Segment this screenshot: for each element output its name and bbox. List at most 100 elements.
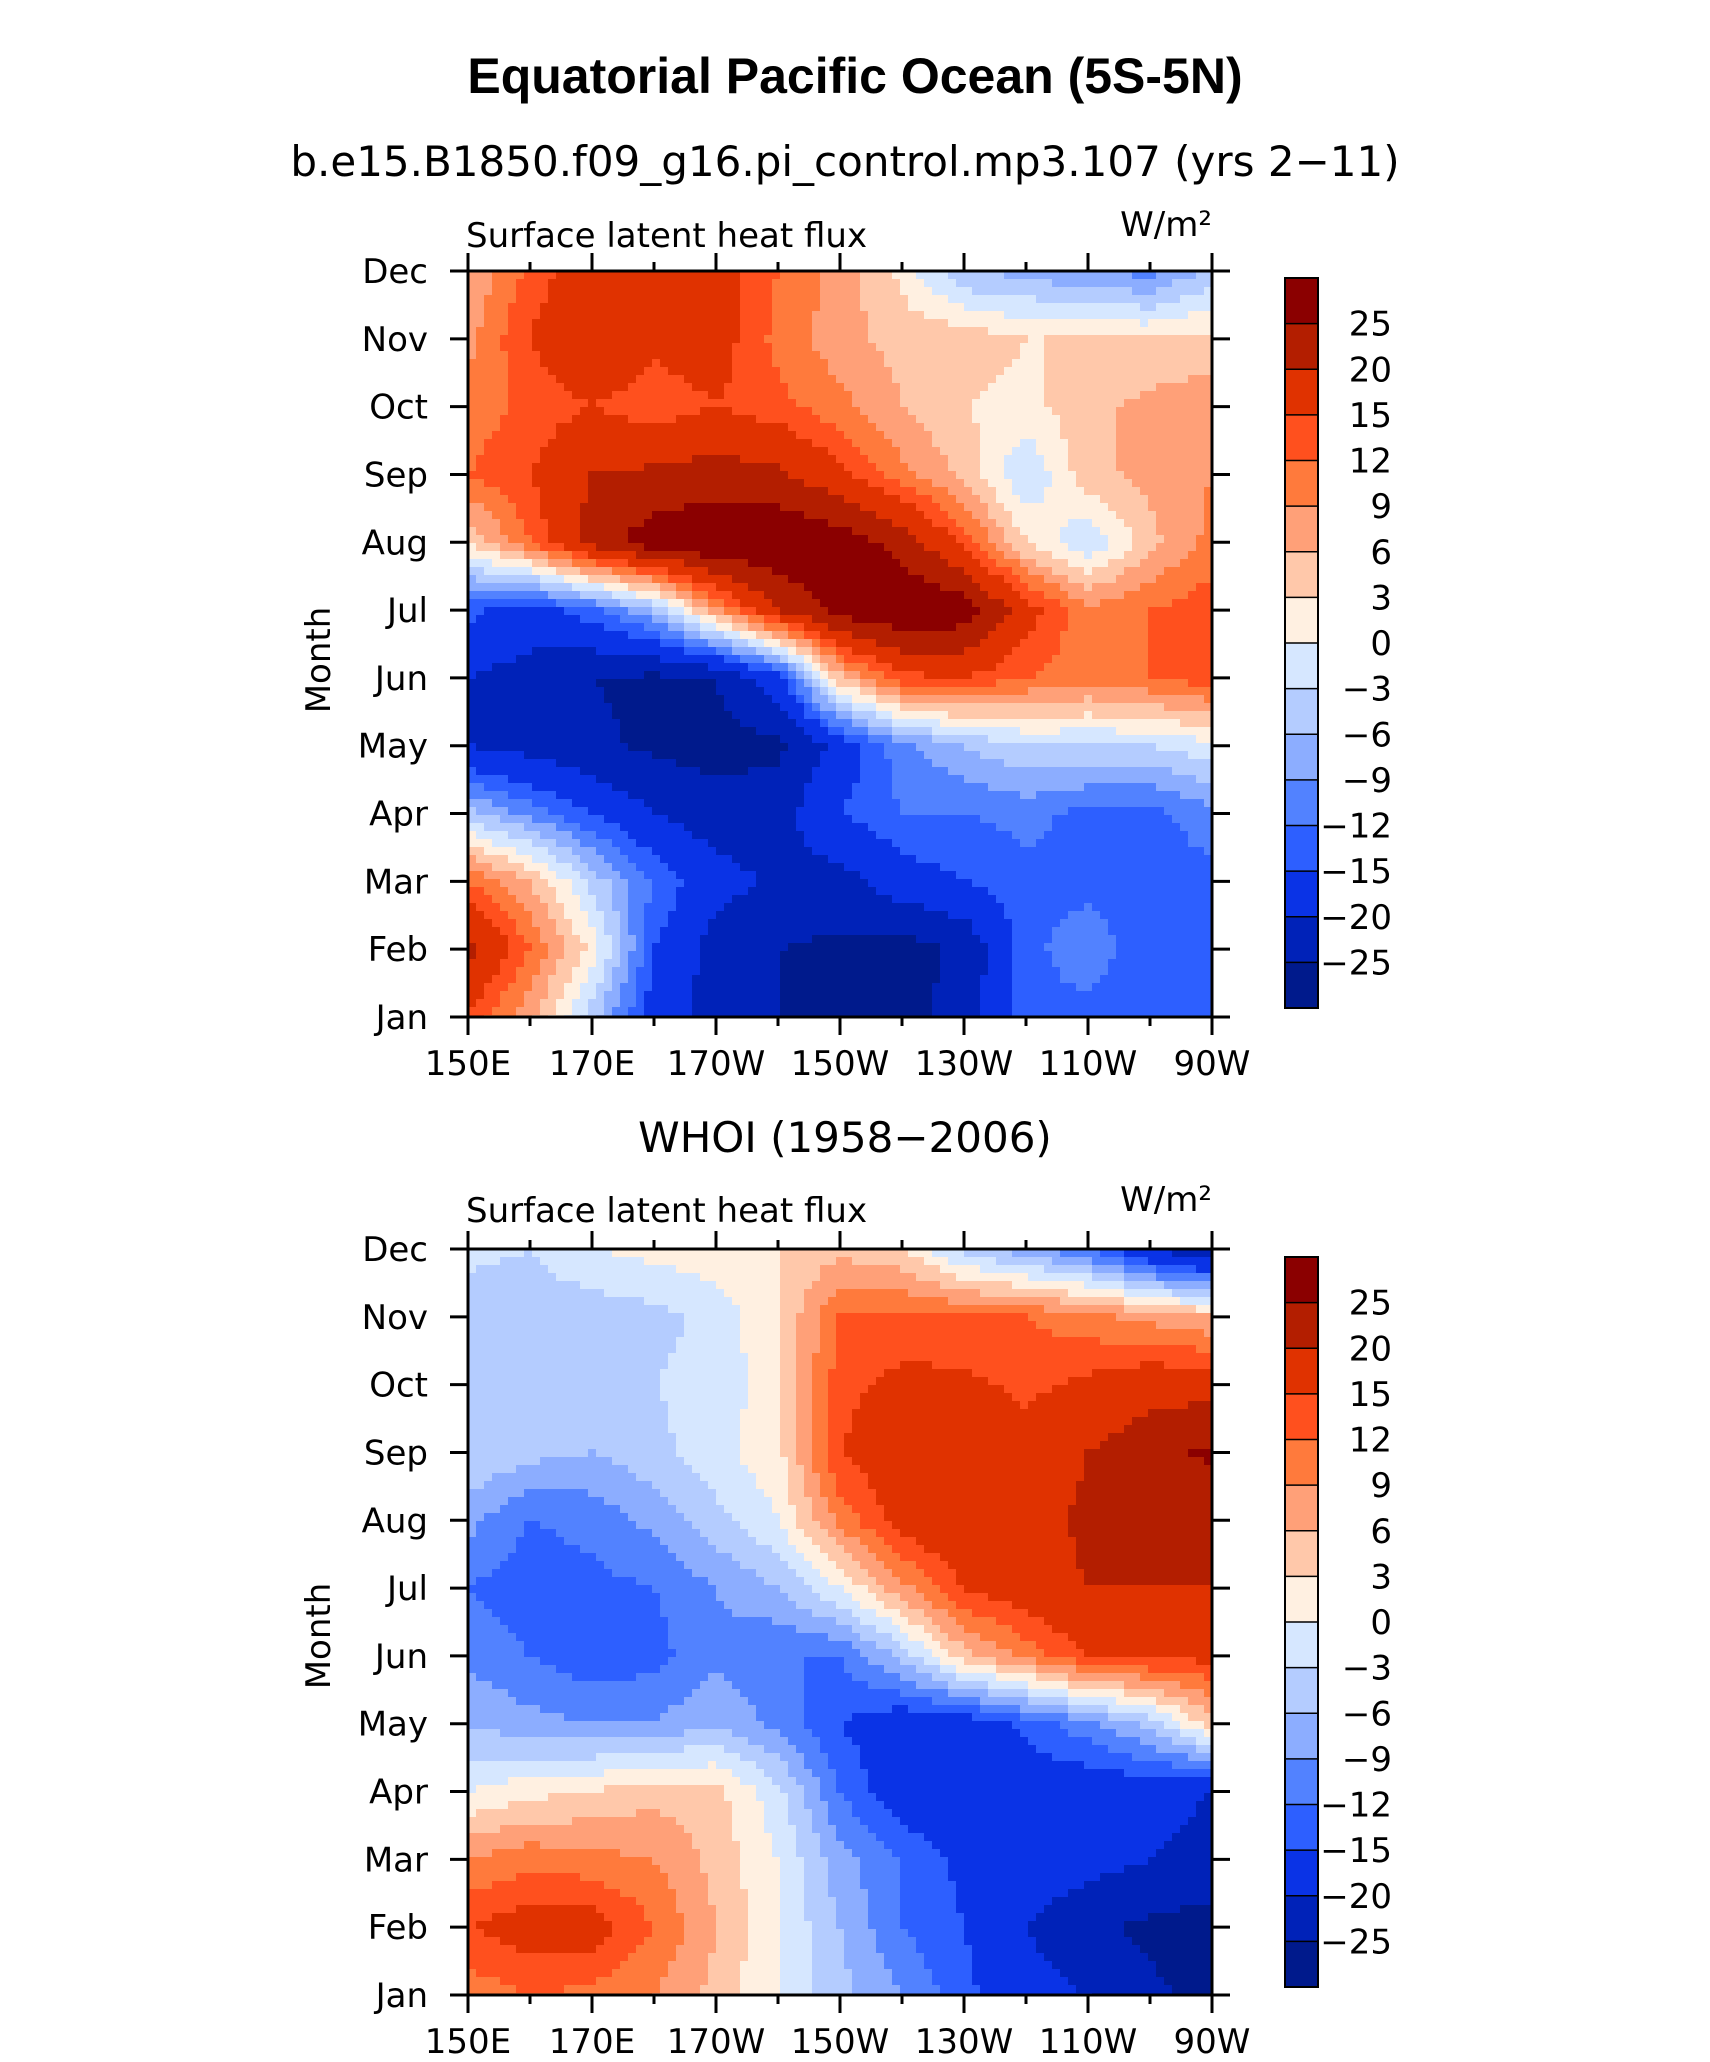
heatmap-cell: [804, 471, 813, 480]
heatmap-cell: [524, 447, 533, 456]
heatmap-cell: [1044, 455, 1053, 464]
heatmap-cell: [748, 495, 757, 504]
heatmap-cell: [1004, 455, 1013, 464]
heatmap-cell: [1084, 279, 1093, 288]
heatmap-cell: [708, 399, 717, 408]
heatmap-cell: [1100, 303, 1109, 312]
heatmap-cell: [668, 303, 677, 312]
heatmap-cell: [844, 343, 853, 352]
heatmap-cell: [948, 487, 957, 496]
heatmap-cell: [772, 519, 781, 528]
heatmap-cell: [892, 663, 901, 672]
heatmap-cell: [476, 471, 485, 480]
heatmap-cell: [884, 407, 893, 416]
heatmap-cell: [1044, 295, 1053, 304]
heatmap-cell: [604, 303, 613, 312]
heatmap-cell: [788, 695, 797, 704]
heatmap-cell: [1196, 391, 1205, 400]
heatmap-cell: [772, 471, 781, 480]
heatmap-cell: [868, 487, 877, 496]
heatmap-cell: [580, 423, 589, 432]
heatmap-cell: [1068, 303, 1077, 312]
heatmap-cell: [668, 415, 677, 424]
heatmap-cell: [836, 543, 845, 552]
heatmap-cell: [1068, 623, 1077, 632]
heatmap-cell: [988, 383, 997, 392]
heatmap-cell: [580, 359, 589, 368]
heatmap-cell: [1148, 479, 1157, 488]
heatmap-cell: [1148, 295, 1157, 304]
heatmap-cell: [724, 391, 733, 400]
heatmap-cell: [700, 487, 709, 496]
heatmap-cell: [660, 487, 669, 496]
heatmap-cell: [484, 423, 493, 432]
heatmap-cell: [780, 511, 789, 520]
heatmap-cell: [652, 383, 661, 392]
heatmap-cell: [844, 695, 853, 704]
heatmap-cell: [780, 695, 789, 704]
heatmap-cell: [1060, 367, 1069, 376]
heatmap-cell: [676, 607, 685, 616]
heatmap-cell: [588, 599, 597, 608]
heatmap-cell: [1148, 279, 1157, 288]
heatmap-cell: [500, 439, 509, 448]
heatmap-cell: [1084, 287, 1093, 296]
heatmap-cell: [828, 671, 837, 680]
heatmap-cell: [916, 439, 925, 448]
heatmap-cell: [1172, 519, 1181, 528]
heatmap-cell: [500, 631, 509, 640]
heatmap-cell: [1068, 367, 1077, 376]
heatmap-cell: [948, 623, 957, 632]
heatmap-cell: [948, 327, 957, 336]
heatmap-cell: [660, 439, 669, 448]
heatmap-cell: [892, 295, 901, 304]
heatmap-cell: [932, 599, 941, 608]
heatmap-cell: [668, 319, 677, 328]
heatmap-cell: [476, 623, 485, 632]
heatmap-cell: [476, 599, 485, 608]
heatmap-cell: [500, 479, 509, 488]
heatmap-cell: [572, 439, 581, 448]
heatmap-cell: [628, 383, 637, 392]
heatmap-cell: [532, 535, 541, 544]
heatmap-cell: [1172, 375, 1181, 384]
heatmap-cell: [644, 287, 653, 296]
heatmap-cell: [908, 471, 917, 480]
heatmap-cell: [492, 607, 501, 616]
heatmap-cell: [1012, 295, 1021, 304]
heatmap-cell: [596, 399, 605, 408]
heatmap-cell: [524, 631, 533, 640]
heatmap-cell: [484, 319, 493, 328]
heatmap-cell: [564, 519, 573, 528]
heatmap-cell: [620, 367, 629, 376]
heatmap-cell: [1132, 687, 1141, 696]
heatmap-cell: [620, 495, 629, 504]
heatmap-cell: [1140, 599, 1149, 608]
heatmap-cell: [972, 399, 981, 408]
heatmap-cell: [772, 463, 781, 472]
heatmap-cell: [740, 415, 749, 424]
heatmap-cell: [1124, 631, 1133, 640]
heatmap-cell: [636, 295, 645, 304]
heatmap-cell: [612, 327, 621, 336]
heatmap-cell: [476, 591, 485, 600]
heatmap-cell: [500, 655, 509, 664]
heatmap-cell: [972, 431, 981, 440]
heatmap-cell: [1124, 415, 1133, 424]
heatmap-cell: [748, 287, 757, 296]
heatmap-cell: [788, 487, 797, 496]
heatmap-cell: [1196, 279, 1205, 288]
heatmap-cell: [700, 663, 709, 672]
heatmap-cell: [1028, 535, 1037, 544]
heatmap-cell: [1060, 447, 1069, 456]
heatmap-cell: [980, 295, 989, 304]
heatmap-cell: [1036, 383, 1045, 392]
heatmap-cell: [892, 375, 901, 384]
heatmap-cell: [988, 687, 997, 696]
heatmap-cell: [772, 391, 781, 400]
heatmap-cell: [804, 655, 813, 664]
heatmap-cell: [996, 647, 1005, 656]
heatmap-cell: [556, 519, 565, 528]
heatmap-cell: [812, 575, 821, 584]
heatmap-cell: [956, 639, 965, 648]
